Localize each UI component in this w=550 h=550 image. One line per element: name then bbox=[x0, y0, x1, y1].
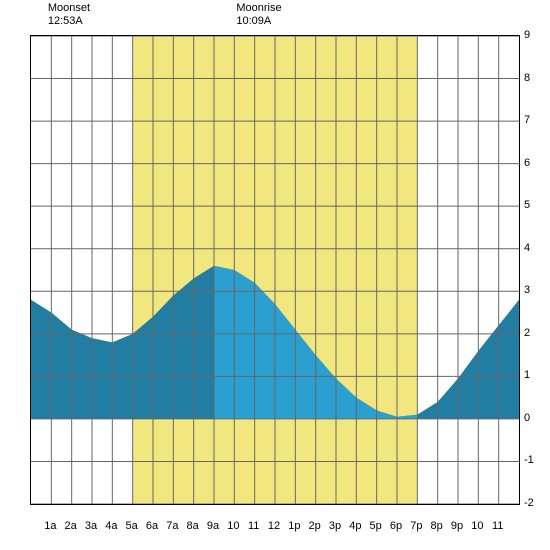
x-tick-label: 1p bbox=[283, 520, 305, 532]
x-tick-label: 7p bbox=[405, 520, 427, 532]
x-tick-label: 1a bbox=[39, 520, 61, 532]
y-tick-label: 7 bbox=[524, 114, 544, 126]
y-tick-label: 9 bbox=[524, 29, 544, 41]
x-tick-label: 11 bbox=[243, 520, 265, 532]
y-tick-label: 3 bbox=[524, 284, 544, 296]
y-tick-label: 6 bbox=[524, 157, 544, 169]
moonset-time: 12:53A bbox=[48, 15, 90, 28]
plot-area bbox=[30, 35, 520, 505]
y-tick-label: 0 bbox=[524, 412, 544, 424]
x-tick-label: 8a bbox=[182, 520, 204, 532]
y-tick-label: 2 bbox=[524, 327, 544, 339]
moonrise-annotation: Moonrise 10:09A bbox=[236, 2, 281, 28]
y-tick-label: 4 bbox=[524, 242, 544, 254]
moonset-annotation: Moonset 12:53A bbox=[48, 2, 90, 28]
tide-chart: Moonset 12:53A Moonrise 10:09A -2-101234… bbox=[0, 0, 550, 550]
y-tick-label: 8 bbox=[524, 72, 544, 84]
x-tick-label: 4a bbox=[100, 520, 122, 532]
x-tick-label: 7a bbox=[161, 520, 183, 532]
x-tick-label: 5a bbox=[121, 520, 143, 532]
x-tick-label: 5p bbox=[365, 520, 387, 532]
moonset-title: Moonset bbox=[48, 2, 90, 15]
x-tick-label: 9p bbox=[446, 520, 468, 532]
chart-svg bbox=[31, 36, 519, 504]
y-tick-label: 1 bbox=[524, 369, 544, 381]
x-tick-label: 3p bbox=[324, 520, 346, 532]
x-tick-label: 2a bbox=[60, 520, 82, 532]
y-tick-label: 5 bbox=[524, 199, 544, 211]
moonrise-title: Moonrise bbox=[236, 2, 281, 15]
moonrise-time: 10:09A bbox=[236, 15, 281, 28]
x-tick-label: 2p bbox=[304, 520, 326, 532]
x-tick-label: 3a bbox=[80, 520, 102, 532]
y-tick-label: -1 bbox=[524, 454, 544, 466]
x-tick-label: 6a bbox=[141, 520, 163, 532]
x-tick-label: 12 bbox=[263, 520, 285, 532]
x-tick-label: 8p bbox=[426, 520, 448, 532]
y-tick-label: -2 bbox=[524, 497, 544, 509]
x-tick-label: 9a bbox=[202, 520, 224, 532]
x-tick-label: 6p bbox=[385, 520, 407, 532]
x-tick-label: 10 bbox=[222, 520, 244, 532]
x-tick-label: 10 bbox=[466, 520, 488, 532]
x-tick-label: 4p bbox=[344, 520, 366, 532]
x-tick-label: 11 bbox=[487, 520, 509, 532]
